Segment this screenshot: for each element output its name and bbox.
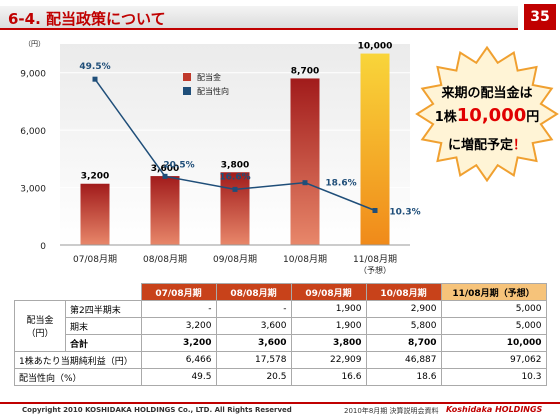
payout-ratio-point — [302, 180, 308, 186]
table-cell: 97,062 — [440, 351, 547, 369]
table-cell: 1,900 — [290, 317, 367, 335]
table-cell: 2,900 — [365, 300, 442, 318]
callout-line-1: 来期の配当金は — [441, 86, 533, 101]
table-cell: 5,800 — [365, 317, 442, 335]
table-corner — [14, 283, 141, 301]
bar-value-label: 3,600 — [151, 164, 179, 174]
x-tick-label: 11/08月期 — [353, 254, 397, 265]
bar-3 — [220, 172, 250, 245]
table-cell: 10,000 — [440, 334, 547, 352]
company-logo: Koshidaka HOLDINGS — [446, 405, 543, 414]
table-cell: 18.6 — [365, 368, 442, 386]
title-bar: 6-4. 配当政策について — [0, 6, 518, 30]
table-cell: 8,700 — [365, 334, 442, 352]
payout-ratio-point — [92, 76, 98, 82]
x-tick-label: 10/08月期 — [283, 254, 327, 265]
bar-value-label: 8,700 — [291, 66, 319, 76]
line-value-label: 16.6% — [219, 172, 250, 182]
table-row: 配当金 （円） 第2四半期末 - - 1,900 2,900 5,000 — [14, 300, 547, 352]
table-cell: 10.3 — [440, 368, 547, 386]
callout-prefix: 1株 — [434, 110, 457, 125]
row-label: 合計 — [65, 334, 142, 352]
callout-suffix: 円 — [526, 110, 540, 125]
table-cell: 49.5 — [140, 368, 217, 386]
row-label: 期末 — [65, 317, 142, 335]
table-row: 期末 3,200 3,600 1,900 5,800 5,000 — [15, 317, 547, 335]
x-tick-note: （予想） — [359, 265, 391, 275]
copyright-text: Copyright 2010 KOSHIDAKA HOLDINGS Co., L… — [22, 406, 292, 414]
table-cell: 1,900 — [290, 300, 367, 318]
table-cell: 5,000 — [440, 300, 547, 318]
legend-swatch-payout — [183, 87, 191, 95]
bar-1 — [80, 183, 110, 245]
group-label: 配当金 （円） — [14, 300, 66, 352]
table-cell: - — [215, 300, 292, 318]
callout-line-3: に増配予定！ — [414, 134, 560, 153]
bar-2 — [150, 176, 180, 245]
payout-ratio-point — [232, 186, 238, 192]
y-tick-label: 0 — [40, 242, 46, 252]
footer-divider — [0, 402, 560, 404]
table-header-11: 11/08月期（予想） — [440, 283, 547, 301]
legend-label-dividend: 配当金 — [197, 72, 221, 82]
bar-value-label: 10,000 — [358, 42, 393, 52]
row-label: 第2四半期末 — [65, 300, 142, 318]
bar-value-label: 3,200 — [81, 172, 109, 182]
table-header-09: 09/08月期 — [290, 283, 367, 301]
table-cell: 5,000 — [440, 317, 547, 335]
x-tick-label: 09/08月期 — [213, 254, 257, 265]
table-header-08: 08/08月期 — [215, 283, 292, 301]
slide-header: 6-4. 配当政策について 35 — [0, 0, 560, 33]
x-tick-label: 07/08月期 — [73, 254, 117, 265]
legend-swatch-dividend — [183, 73, 191, 81]
line-value-label: 18.6% — [325, 179, 356, 189]
table-row: 配当性向（%） 49.5 20.5 16.6 18.6 10.3 — [14, 368, 547, 386]
table-header-10: 10/08月期 — [365, 283, 442, 301]
dividend-chart: 3,200 3,600 3,800 8,700 10,000 49.5% 20.5% 16.6… — [20, 40, 420, 275]
y-unit-label: （円） — [24, 40, 45, 48]
table-header-07: 07/08月期 — [140, 283, 217, 301]
bar-5 — [360, 53, 390, 245]
table-cell: 3,200 — [140, 317, 217, 335]
table-cell: 22,909 — [290, 351, 367, 369]
dividend-table: 07/08月期 08/08月期 09/08月期 10/08月期 11/08月期（… — [14, 283, 547, 386]
table-cell: 3,600 — [215, 317, 292, 335]
bar-4 — [290, 78, 320, 245]
document-title: 2010年8月期 決算説明会資料 — [344, 407, 439, 415]
starburst-shape — [415, 45, 559, 182]
payout-ratio-point — [372, 207, 378, 213]
table-row: 1株あたり当期純利益（円） 6,466 17,578 22,909 46,887… — [14, 351, 547, 369]
table-cell: 17,578 — [215, 351, 292, 369]
page-number: 35 — [524, 4, 556, 30]
table-cell: 3,200 — [140, 334, 217, 352]
callout-text: に増配予定 — [447, 138, 513, 153]
table-cell: 16.6 — [290, 368, 367, 386]
table-cell: - — [140, 300, 217, 318]
row-label: 1株あたり当期純利益（円） — [14, 351, 142, 369]
legend-label-payout: 配当性向 — [197, 86, 229, 96]
y-tick-label: 3,000 — [20, 185, 46, 195]
table-row-total: 合計 3,200 3,600 3,800 8,700 10,000 — [15, 334, 547, 352]
bar-value-label: 3,800 — [221, 160, 249, 170]
line-value-label: 49.5% — [79, 62, 110, 72]
table-cell: 3,600 — [215, 334, 292, 352]
callout-exclamation: ！ — [513, 138, 527, 153]
line-value-label: 10.3% — [389, 207, 420, 217]
row-label: 配当性向（%） — [14, 368, 142, 386]
line-value-label: 20.5% — [163, 160, 194, 170]
y-tick-label: 6,000 — [20, 127, 46, 137]
forecast-callout: 来期の配当金は 1株10,000円 に増配予定！ — [414, 42, 560, 182]
table-cell: 20.5 — [215, 368, 292, 386]
callout-value: 10,000 — [456, 105, 527, 126]
page-title: 6-4. 配当政策について — [8, 10, 166, 28]
table-cell: 3,800 — [290, 334, 367, 352]
table-cell: 46,887 — [365, 351, 442, 369]
callout-line-2: 1株10,000円 — [414, 105, 560, 126]
y-tick-label: 9,000 — [20, 70, 46, 80]
payout-ratio-point — [162, 173, 168, 179]
table-header-row: 07/08月期 08/08月期 09/08月期 10/08月期 11/08月期（… — [14, 283, 547, 301]
table-cell: 6,466 — [140, 351, 217, 369]
x-tick-label: 08/08月期 — [143, 254, 187, 265]
